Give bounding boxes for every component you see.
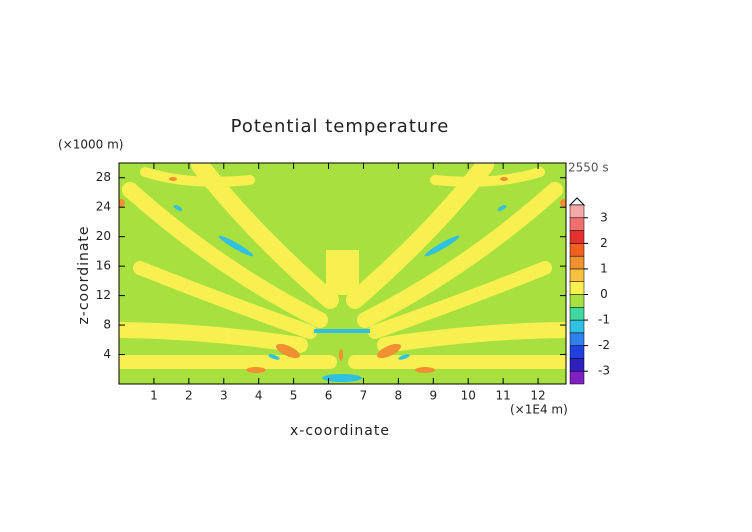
colorbar-swatch [569,294,585,308]
contour-field [119,163,566,384]
y-tick-label: 24 [96,200,111,214]
colorbar-tick-label: 1 [600,261,608,275]
colorbar-swatch [569,217,585,231]
colorbar-tick-label: -1 [598,313,610,327]
x-tick-label: 12 [530,389,545,403]
colorbar-swatch [569,281,585,295]
x-tick-label: 11 [496,389,511,403]
colorbar-swatch [569,345,585,359]
colorbar-swatch [569,230,585,244]
chart-title: Potential temperature [231,116,450,137]
colorbar-swatch [569,332,585,346]
x-tick-label: 5 [290,389,298,403]
colorbar-swatch [569,319,585,334]
x-tick-label: 3 [220,389,228,403]
x-unit: (×1E4 m) [510,403,568,417]
y-tick-label: 20 [96,229,111,243]
time-label: 2550 s [568,161,609,175]
colorbar-tick-label: 2 [600,236,608,250]
x-tick-label: 2 [185,389,193,403]
y-tick-label: 28 [96,170,111,184]
colorbar-swatch [569,268,585,282]
colorbar-swatch [569,204,585,219]
colorbar-tick-label: -2 [598,338,610,352]
x-tick-label: 10 [461,389,476,403]
y-axis-label: z-coordinate [76,225,92,324]
x-tick-label: 7 [360,389,368,403]
colorbar-swatch [569,255,585,270]
x-tick-label: 9 [429,389,437,403]
y-tick-label: 16 [96,259,111,273]
y-unit: (×1000 m) [58,138,123,152]
x-axis-label: x-coordinate [290,423,390,439]
colorbar-swatch [569,370,585,385]
colorbar-swatch [569,307,585,321]
colorbar-swatch [569,358,585,372]
x-tick-label: 4 [255,389,263,403]
y-tick-label: 12 [96,288,111,302]
y-tick-label: 4 [103,347,111,361]
x-tick-label: 6 [325,389,333,403]
x-tick-label: 8 [395,389,403,403]
colorbar-tick-label: 3 [600,210,608,224]
colorbar-extend [568,197,586,206]
plot-frame [118,162,567,385]
colorbar-swatch [569,243,585,257]
y-tick-label: 8 [103,318,111,332]
x-tick-label: 1 [150,389,158,403]
colorbar-tick-label: -3 [598,364,610,378]
colorbar-tick-label: 0 [600,287,608,301]
